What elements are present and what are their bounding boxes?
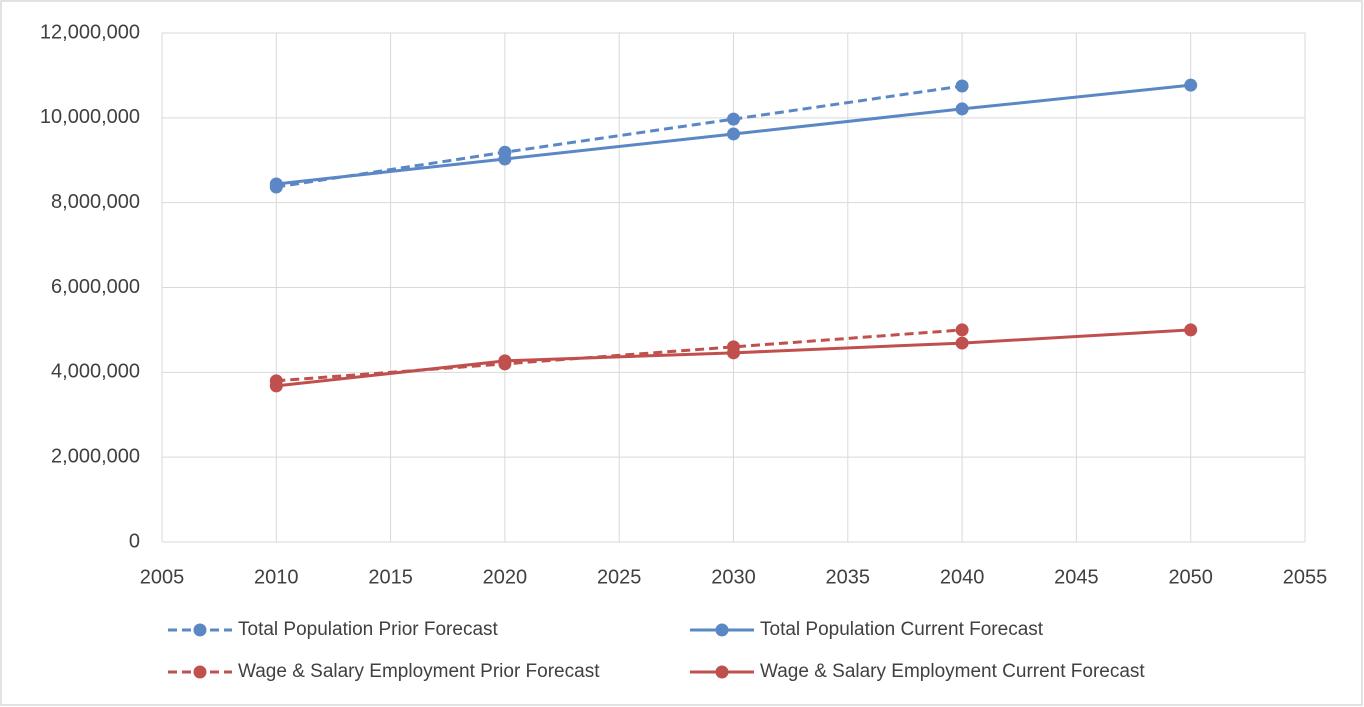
legend-marker — [193, 665, 207, 679]
x-tick-label: 2035 — [826, 566, 871, 588]
data-point — [955, 102, 969, 116]
data-point — [955, 336, 969, 350]
x-tick-label: 2050 — [1168, 566, 1213, 588]
legend-marker — [715, 623, 729, 637]
data-point — [955, 79, 969, 93]
y-tick-label: 10,000,000 — [40, 106, 140, 128]
legend-label: Wage & Salary Employment Current Forecas… — [760, 661, 1145, 682]
x-tick-label: 2040 — [940, 566, 985, 588]
legend-label: Total Population Current Forecast — [760, 619, 1044, 640]
x-tick-label: 2005 — [140, 566, 185, 588]
y-tick-label: 4,000,000 — [51, 361, 140, 383]
y-tick-label: 2,000,000 — [51, 445, 140, 467]
x-tick-label: 2010 — [254, 566, 299, 588]
data-point — [727, 127, 740, 141]
y-tick-label: 0 — [129, 530, 140, 552]
y-tick-label: 6,000,000 — [51, 276, 140, 298]
y-tick-label: 8,000,000 — [51, 191, 140, 213]
data-point — [1184, 78, 1198, 92]
data-point — [269, 177, 283, 191]
series-line — [276, 84, 963, 189]
legend-label: Wage & Salary Employment Prior Forecast — [238, 661, 600, 682]
legend-marker — [193, 623, 207, 637]
legend: Total Population Prior Forecast Total Pop… — [168, 619, 1145, 682]
data-point — [498, 354, 512, 368]
legend-label: Total Population Prior Forecast — [238, 619, 499, 640]
x-tick-label: 2020 — [483, 566, 528, 588]
x-tick-label: 2015 — [368, 566, 413, 588]
x-tick-label: 2030 — [711, 566, 756, 588]
data-point — [955, 323, 969, 337]
legend-marker — [715, 665, 729, 679]
data-point — [498, 152, 512, 166]
data-point — [727, 112, 740, 126]
x-tick-label: 2045 — [1054, 566, 1099, 588]
data-point — [269, 379, 283, 393]
data-point — [1184, 323, 1198, 337]
y-tick-label: 12,000,000 — [40, 21, 140, 43]
x-tick-label: 2055 — [1283, 566, 1328, 588]
data-point — [727, 346, 740, 360]
x-tick-label: 2025 — [597, 566, 642, 588]
